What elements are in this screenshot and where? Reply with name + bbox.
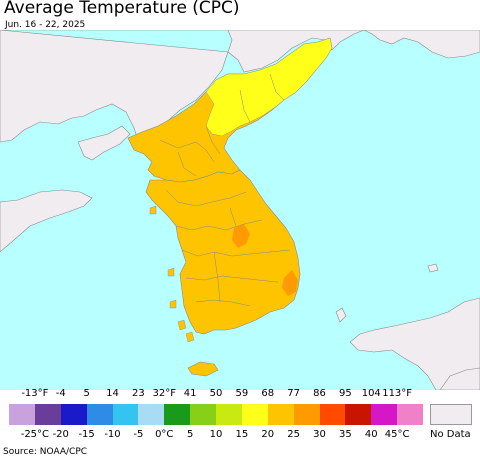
map-title: Average Temperature (CPC) [4, 0, 240, 18]
legend-swatch [216, 404, 242, 425]
legend-celsius-label: -10 [104, 429, 121, 440]
legend-swatch [397, 404, 423, 425]
legend-fahrenheit-label: 14 [106, 388, 119, 399]
legend-swatch [293, 404, 320, 425]
legend-celsius-label: 20 [261, 429, 275, 440]
legend-celsius-label: 40 [364, 429, 378, 440]
liaodong-peninsula [77, 125, 131, 161]
legend-swatch [9, 404, 35, 425]
legend-celsius-label: -5 [133, 429, 144, 440]
legend-fahrenheit-label: 5 [83, 388, 90, 399]
legend-swatch [34, 404, 61, 425]
legend-swatch [319, 404, 346, 425]
legend-celsius-label: -20 [52, 429, 69, 440]
legend-fahrenheit-label: 32°F [152, 388, 176, 399]
legend-swatch [267, 404, 294, 425]
legend-celsius-labels: -25°C -20 -15 -10 -5 0°C 5 10 15 20 25 30 35 40 45°C [0, 429, 480, 443]
legend-fahrenheit-label: 86 [313, 388, 326, 399]
legend-fahrenheit-label: 68 [261, 388, 275, 399]
legend-swatch [112, 404, 139, 425]
legend-swatch [164, 404, 191, 425]
legend-swatch [371, 404, 398, 425]
legend-swatch [241, 404, 268, 425]
legend-fahrenheit-label: 104 [361, 388, 381, 399]
legend-fahrenheit-label: 41 [183, 388, 197, 399]
province-borders [159, 73, 291, 307]
japan-shikoku [439, 367, 480, 390]
jeju-island [187, 361, 219, 377]
tsushima-island [335, 307, 347, 323]
legend-swatch [86, 404, 113, 425]
legend-fahrenheit-label: 23 [132, 388, 145, 399]
legend-fahrenheit-label: -4 [55, 388, 66, 399]
russia-coast [363, 30, 480, 59]
temperature-map [0, 30, 480, 390]
legend-fahrenheit-labels: -13°F -4 5 14 23 32°F 41 50 59 68 77 86 95 104 113°F [0, 388, 480, 402]
legend-fahrenheit-label: 77 [287, 388, 300, 399]
legend-fahrenheit-label: -13°F [21, 388, 49, 399]
source-credit: Source: NOAA/CPC [3, 447, 88, 457]
north-korea-yellow-zone [205, 37, 333, 137]
legend-swatch [138, 404, 165, 425]
legend-celsius-label: 0°C [155, 429, 174, 440]
legend-celsius-label: 35 [339, 429, 352, 440]
legend-swatch [60, 404, 87, 425]
legend-celsius-label: -15 [78, 429, 95, 440]
hot-spot-southeast [282, 270, 298, 296]
japan-landmass [349, 297, 480, 390]
legend-celsius-label: -25°C [20, 429, 50, 440]
south-korea-region [145, 169, 301, 335]
legend-swatch [345, 404, 372, 425]
legend-no-data-swatch [430, 404, 472, 425]
legend-celsius-label: 25 [287, 429, 300, 440]
legend-fahrenheit-label: 50 [209, 388, 223, 399]
china-landmass [0, 30, 365, 143]
legend-celsius-label: 10 [209, 429, 223, 440]
legend-no-data-label: No Data [430, 429, 471, 440]
legend-fahrenheit-label: 95 [339, 388, 352, 399]
oki-island [427, 263, 439, 273]
map-date-range: Jun. 16 - 22, 2025 [5, 20, 86, 30]
shandong-peninsula [0, 189, 93, 253]
legend-fahrenheit-label: 59 [235, 388, 249, 399]
legend-color-bar [9, 404, 423, 425]
legend-celsius-label: 15 [235, 429, 249, 440]
legend-celsius-label: 30 [313, 429, 326, 440]
legend-celsius-label: 5 [186, 429, 194, 440]
coastal-islands [149, 205, 195, 343]
legend-fahrenheit-label: 113°F [382, 388, 413, 399]
legend-celsius-label: 45°C [384, 429, 410, 440]
hot-spot-central [232, 224, 250, 248]
legend-swatch [190, 404, 216, 425]
